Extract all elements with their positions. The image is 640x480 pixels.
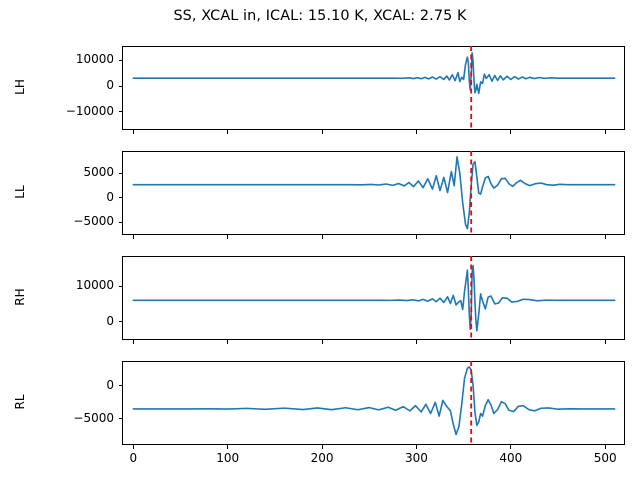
waveform-ll — [132, 151, 616, 235]
ytick-label: 10000 — [75, 52, 114, 67]
ytick-label: 10000 — [75, 278, 114, 293]
waveform-rl — [132, 361, 616, 445]
ytick-mark — [118, 221, 122, 223]
xtick-mark — [321, 235, 323, 239]
xtick-mark — [321, 445, 323, 449]
ytick-label: 0 — [106, 313, 114, 328]
xtick-mark — [510, 130, 512, 134]
xtick-mark — [604, 235, 606, 239]
ylabel-rh: RH — [13, 288, 27, 306]
xtick-mark — [227, 130, 229, 134]
ytick-mark — [118, 59, 122, 61]
xtick-mark — [132, 340, 134, 344]
xtick-mark — [510, 445, 512, 449]
xtick-mark — [227, 235, 229, 239]
ytick-mark — [118, 85, 122, 87]
xtick-mark — [510, 340, 512, 344]
xtick-mark — [604, 445, 606, 449]
xtick-mark — [415, 235, 417, 239]
axes-frame-rl — [122, 361, 625, 445]
waveform-rh — [132, 256, 616, 340]
xtick-mark — [510, 235, 512, 239]
ylabel-lh: LH — [13, 79, 27, 95]
signal-line — [132, 366, 616, 436]
xtick-mark — [227, 445, 229, 449]
ytick-label: 0 — [106, 78, 114, 93]
ytick-label: 0 — [106, 189, 114, 204]
xtick-mark — [132, 445, 134, 449]
figure-title: SS, XCAL in, ICAL: 15.10 K, XCAL: 2.75 K — [173, 8, 467, 24]
xtick-mark — [415, 130, 417, 134]
axes-frame-rh — [122, 256, 625, 340]
xtick-label: 100 — [216, 451, 240, 465]
subplot-lh — [122, 46, 625, 130]
ytick-mark — [118, 285, 122, 287]
ylabel-ll: LL — [13, 185, 27, 199]
xtick-mark — [321, 130, 323, 134]
xtick-label: 500 — [593, 451, 617, 465]
subplot-rh — [122, 256, 625, 340]
ylabel-rl: RL — [13, 394, 27, 410]
xtick-mark — [321, 340, 323, 344]
xtick-label: 300 — [404, 451, 428, 465]
xtick-mark — [227, 340, 229, 344]
ytick-label: 5000 — [83, 165, 114, 180]
subplot-ll — [122, 151, 625, 235]
xtick-mark — [604, 130, 606, 134]
signal-line — [132, 264, 616, 332]
xtick-mark — [415, 445, 417, 449]
ytick-mark — [118, 197, 122, 199]
ytick-mark — [118, 172, 122, 174]
ytick-mark — [118, 321, 122, 323]
ytick-mark — [118, 385, 122, 387]
axes-frame-lh — [122, 46, 625, 130]
ytick-label: 0 — [106, 377, 114, 392]
xtick-label: 400 — [499, 451, 523, 465]
ytick-mark — [118, 418, 122, 420]
signal-line — [132, 156, 616, 230]
xtick-label: 0 — [129, 451, 138, 465]
waveform-lh — [132, 46, 616, 130]
ytick-label: −10000 — [65, 103, 114, 118]
subplot-rl — [122, 361, 625, 445]
xtick-mark — [132, 235, 134, 239]
xtick-mark — [604, 340, 606, 344]
xtick-mark — [132, 130, 134, 134]
axes-frame-ll — [122, 151, 625, 235]
xtick-mark — [415, 340, 417, 344]
ytick-mark — [118, 111, 122, 113]
xtick-label: 200 — [310, 451, 334, 465]
signal-line — [132, 52, 616, 95]
ytick-label: −5000 — [73, 214, 114, 229]
ytick-label: −5000 — [73, 410, 114, 425]
